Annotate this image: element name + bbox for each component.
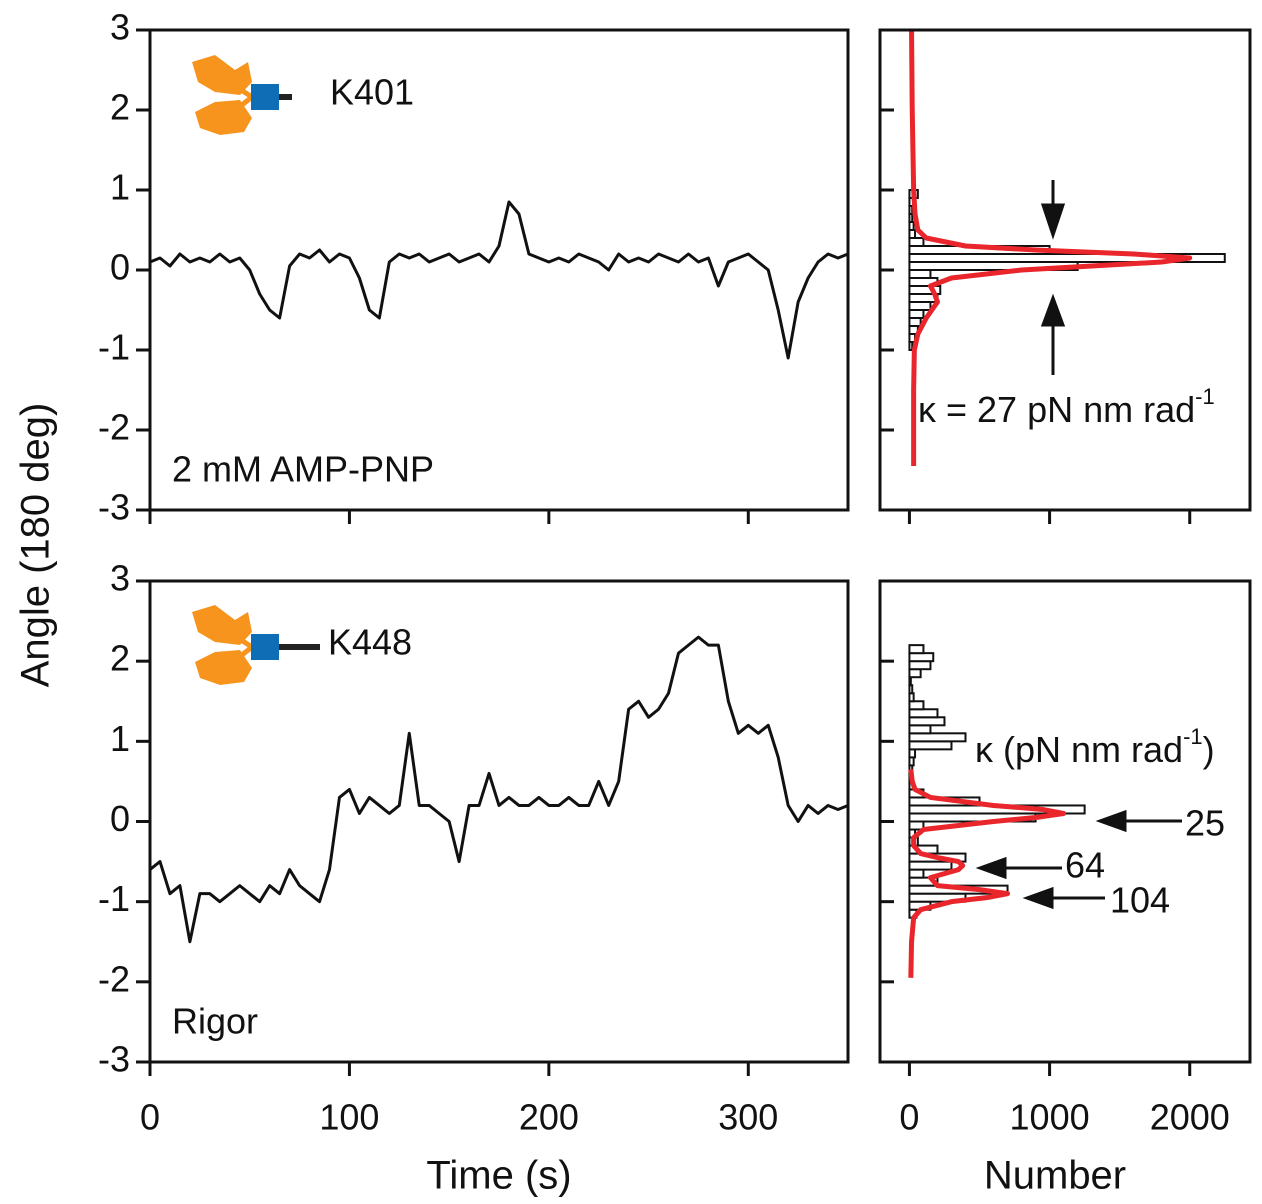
y-tick-label: -3 xyxy=(98,487,130,528)
kappa-text: κ = 27 pN nm rad xyxy=(918,389,1195,430)
y-axis-label: Angle (180 deg) xyxy=(14,403,58,688)
plot-frame xyxy=(878,579,1252,1064)
y-tick-label: -2 xyxy=(98,407,130,448)
kappa-sup: -1 xyxy=(1183,724,1203,749)
hist-bar xyxy=(908,740,953,751)
y-tick-label: 3 xyxy=(110,7,130,48)
x-tick-label: 100 xyxy=(319,1097,379,1138)
hist-bar xyxy=(908,676,912,687)
hist-bar xyxy=(908,213,914,223)
x-tick-label: 0 xyxy=(140,1097,160,1138)
kappa-end: ) xyxy=(1203,729,1215,770)
hist-bar xyxy=(908,692,915,703)
hist-bar xyxy=(908,684,914,695)
hist-bar xyxy=(908,253,1226,263)
condition-label: Rigor xyxy=(172,1001,258,1042)
kappa-sup: -1 xyxy=(1195,384,1215,409)
plot-frame xyxy=(148,28,850,512)
hist-bar xyxy=(908,724,932,735)
y-tick-label: -3 xyxy=(98,1039,130,1080)
hist-bar xyxy=(908,229,917,239)
y-tick-label: 2 xyxy=(110,87,130,128)
y-tick-label: -1 xyxy=(98,878,130,919)
icon-k401 xyxy=(192,55,292,135)
hist-bar xyxy=(908,660,932,671)
hist-bar xyxy=(908,756,915,767)
x-axis-label: Number xyxy=(984,1154,1126,1198)
peak-label: 25 xyxy=(1185,803,1225,844)
hist-bar xyxy=(908,652,935,663)
fit-curve xyxy=(909,29,1193,466)
hist-bar xyxy=(908,317,922,327)
y-tick-label: 1 xyxy=(110,167,130,208)
hist-bar xyxy=(908,301,932,311)
icon-k448 xyxy=(192,605,320,685)
hist-bar xyxy=(908,708,939,719)
y-tick-label: 2 xyxy=(110,638,130,679)
trace xyxy=(149,635,849,944)
kappa-label: κ (pN nm rad-1) xyxy=(975,724,1215,770)
hist-bar xyxy=(908,644,925,655)
x-tick-label: 2000 xyxy=(1150,1097,1230,1138)
hist-bar xyxy=(908,221,915,231)
hist-bar xyxy=(908,860,953,871)
plot-frame xyxy=(148,579,850,1064)
panel-label: K401 xyxy=(330,72,414,113)
x-axis-label: Time (s) xyxy=(426,1154,571,1198)
panel-label: K448 xyxy=(328,622,412,663)
y-tick-label: 1 xyxy=(110,718,130,759)
kappa-label: κ = 27 pN nm rad-1 xyxy=(918,384,1215,430)
hist-bar xyxy=(908,668,922,679)
hist-bar xyxy=(908,205,914,215)
y-tick-label: -2 xyxy=(98,958,130,999)
kappa-text: κ (pN nm rad xyxy=(975,729,1183,770)
y-tick-label: 3 xyxy=(110,558,130,599)
peak-label: 64 xyxy=(1065,845,1105,886)
x-tick-label: 200 xyxy=(519,1097,579,1138)
y-tick-label: 0 xyxy=(110,798,130,839)
hist-bar xyxy=(908,748,917,759)
y-tick-label: 0 xyxy=(110,247,130,288)
hist-bar xyxy=(908,237,925,247)
plot-frame xyxy=(878,28,1252,512)
x-tick-label: 0 xyxy=(899,1097,919,1138)
hist-bar xyxy=(908,716,946,727)
arrows xyxy=(975,180,1182,910)
x-tick-label: 1000 xyxy=(1010,1097,1090,1138)
x-tick-label: 300 xyxy=(718,1097,778,1138)
hist-bar xyxy=(908,309,925,319)
hist-bar xyxy=(908,700,925,711)
y-tick-label: -1 xyxy=(98,327,130,368)
hist-bar xyxy=(908,868,925,879)
hist-bar xyxy=(908,341,914,351)
trace xyxy=(149,200,849,360)
condition-label: 2 mM AMP-PNP xyxy=(172,449,434,490)
hist-bar xyxy=(908,732,967,743)
peak-label: 104 xyxy=(1110,880,1170,921)
fit-curve xyxy=(908,769,1067,978)
hist-bar xyxy=(908,269,932,279)
